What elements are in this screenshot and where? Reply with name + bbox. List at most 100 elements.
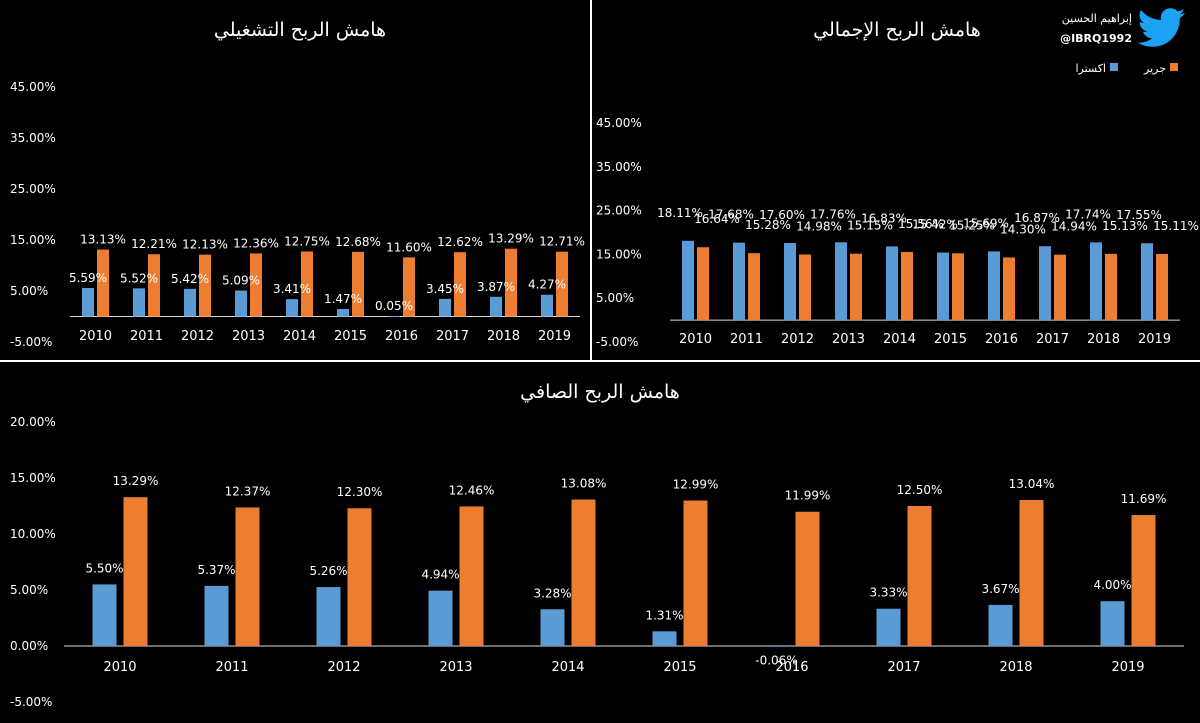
- data-label-2011-series-b: 15.28%: [745, 218, 791, 232]
- bar-2018-series-a: [490, 296, 502, 317]
- data-label-2014-series-b: 15.56%: [898, 217, 944, 231]
- x-category-label: 2019: [538, 329, 571, 344]
- y-tick-label: 25.00%: [10, 182, 56, 196]
- bar-2019-series-a: [541, 294, 553, 317]
- bar-2012-series-a: [184, 288, 196, 317]
- bar-2018-series-b: [1105, 253, 1117, 321]
- data-label-2018-series-b: 13.04%: [1009, 477, 1055, 491]
- y-tick-label: 15.00%: [10, 233, 56, 247]
- y-tick-label: 5.00%: [10, 583, 48, 597]
- bar-2014-series-a: [540, 609, 565, 646]
- x-category-label: 2018: [999, 660, 1032, 675]
- y-tick-label: 45.00%: [10, 80, 56, 94]
- data-label-2018-series-a: 3.67%: [981, 582, 1019, 596]
- y-tick-label: 15.00%: [10, 471, 56, 485]
- bar-2018-series-a: [1090, 242, 1102, 321]
- gross-margin-chart: هامش الربح الإجمالي 45.00% 35.00% 25.00% 15.…: [592, 0, 1200, 360]
- bar-2011-series-a: [733, 242, 745, 321]
- data-label-2014-series-a: 16.83%: [861, 211, 907, 225]
- operating-margin-chart: هامش الربح التشغيلي 45.00% 35.00% 25.00% 15.…: [0, 0, 590, 360]
- bar-2010-series-a: [682, 240, 694, 321]
- brand-handle: @IBRQ1992: [1060, 32, 1132, 45]
- bar-2013-series-a: [235, 290, 247, 317]
- x-category-label: 2017: [1036, 332, 1069, 347]
- x-category-label: 2011: [215, 660, 248, 675]
- x-category-label: 2016: [985, 332, 1018, 347]
- chart-title: هامش الربح التشغيلي: [214, 19, 386, 41]
- y-tick-label: 15.00%: [596, 247, 642, 261]
- legend-swatch-series-b: [1170, 63, 1178, 71]
- bar-2017-series-b: [454, 252, 466, 317]
- data-label-2013-series-b: 12.46%: [449, 483, 495, 497]
- data-label-2013-series-a: 17.76%: [810, 207, 856, 221]
- data-label-2016-series-a: -0.06%: [755, 654, 797, 668]
- y-tick-label: 25.00%: [596, 204, 642, 218]
- data-label-2012-series-a: 5.42%: [171, 272, 209, 286]
- bar-2016-series-a: [988, 251, 1000, 321]
- bar-2014-series-a: [286, 299, 298, 317]
- bar-2019-series-a: [1100, 601, 1125, 646]
- data-label-2015-series-a: 1.31%: [645, 608, 683, 622]
- y-tick-label: -5.00%: [10, 695, 52, 709]
- x-category-label: 2013: [232, 329, 265, 344]
- bar-2010-series-a: [82, 287, 94, 317]
- bar-2015-series-a: [937, 252, 949, 321]
- x-category-label: 2014: [283, 329, 316, 344]
- data-label-2010-series-a: 5.59%: [69, 271, 107, 285]
- x-category-label: 2015: [663, 660, 696, 675]
- x-category-label: 2011: [730, 332, 763, 347]
- data-label-2015-series-b: 12.68%: [335, 235, 381, 249]
- data-label-2015-series-b: 15.25%: [949, 218, 995, 232]
- data-label-2014-series-b: 13.08%: [561, 477, 607, 491]
- x-category-label: 2015: [934, 332, 967, 347]
- data-label-2015-series-b: 12.99%: [673, 478, 719, 492]
- bar-2011-series-b: [148, 254, 160, 317]
- bar-2016-series-a: [388, 316, 400, 318]
- y-tick-label: 0.00%: [10, 639, 48, 653]
- bar-2013-series-b: [250, 253, 262, 317]
- bar-2019-series-b: [1131, 515, 1156, 646]
- data-label-2016-series-a: 15.69%: [963, 216, 1009, 230]
- x-category-label: 2014: [883, 332, 916, 347]
- y-tick-label: 45.00%: [596, 116, 642, 130]
- data-label-2016-series-a: 0.05%: [375, 299, 413, 313]
- data-label-2018-series-a: 3.87%: [477, 280, 515, 294]
- data-label-2016-series-b: 14.30%: [1000, 222, 1046, 236]
- bar-2015-series-b: [683, 500, 708, 646]
- data-label-2011-series-a: 17.68%: [708, 208, 754, 222]
- bar-2016-series-b: [1003, 257, 1015, 321]
- bar-2013-series-b: [850, 253, 862, 321]
- data-label-2015-series-a: 1.47%: [324, 292, 362, 306]
- data-label-2010-series-b: 13.29%: [113, 474, 159, 488]
- bar-2014-series-b: [901, 251, 913, 321]
- bar-2010-series-a: [92, 584, 117, 646]
- data-label-2012-series-b: 12.30%: [337, 485, 383, 499]
- data-label-2012-series-a: 17.60%: [759, 208, 805, 222]
- data-label-2011-series-a: 5.52%: [120, 271, 158, 285]
- data-label-2014-series-a: 3.41%: [273, 282, 311, 296]
- data-label-2010-series-b: 13.13%: [80, 233, 126, 247]
- x-category-label: 2019: [1111, 660, 1144, 675]
- data-label-2019-series-b: 12.71%: [539, 235, 585, 249]
- bar-2013-series-a: [428, 590, 453, 646]
- bar-2015-series-a: [337, 309, 349, 317]
- data-label-2012-series-b: 12.13%: [182, 238, 228, 252]
- data-label-2011-series-b: 12.21%: [131, 237, 177, 251]
- vertical-divider: [590, 0, 592, 360]
- data-label-2017-series-b: 14.94%: [1051, 220, 1097, 234]
- x-category-label: 2010: [79, 329, 112, 344]
- bar-2019-series-a: [1141, 243, 1153, 321]
- x-category-label: 2016: [775, 660, 808, 675]
- horizontal-divider: [0, 360, 1200, 362]
- y-tick-label: -5.00%: [596, 335, 638, 349]
- bar-2019-series-b: [556, 251, 568, 317]
- x-category-label: 2019: [1138, 332, 1171, 347]
- data-label-2019-series-a: 4.27%: [528, 278, 566, 292]
- bar-2011-series-b: [235, 507, 260, 646]
- data-label-2018-series-b: 15.13%: [1102, 219, 1148, 233]
- x-category-label: 2010: [679, 332, 712, 347]
- legend-label-series-a: اكسترا: [1075, 62, 1106, 75]
- bar-2016-series-b: [795, 511, 820, 646]
- bar-2017-series-a: [1039, 246, 1051, 321]
- x-category-label: 2012: [327, 660, 360, 675]
